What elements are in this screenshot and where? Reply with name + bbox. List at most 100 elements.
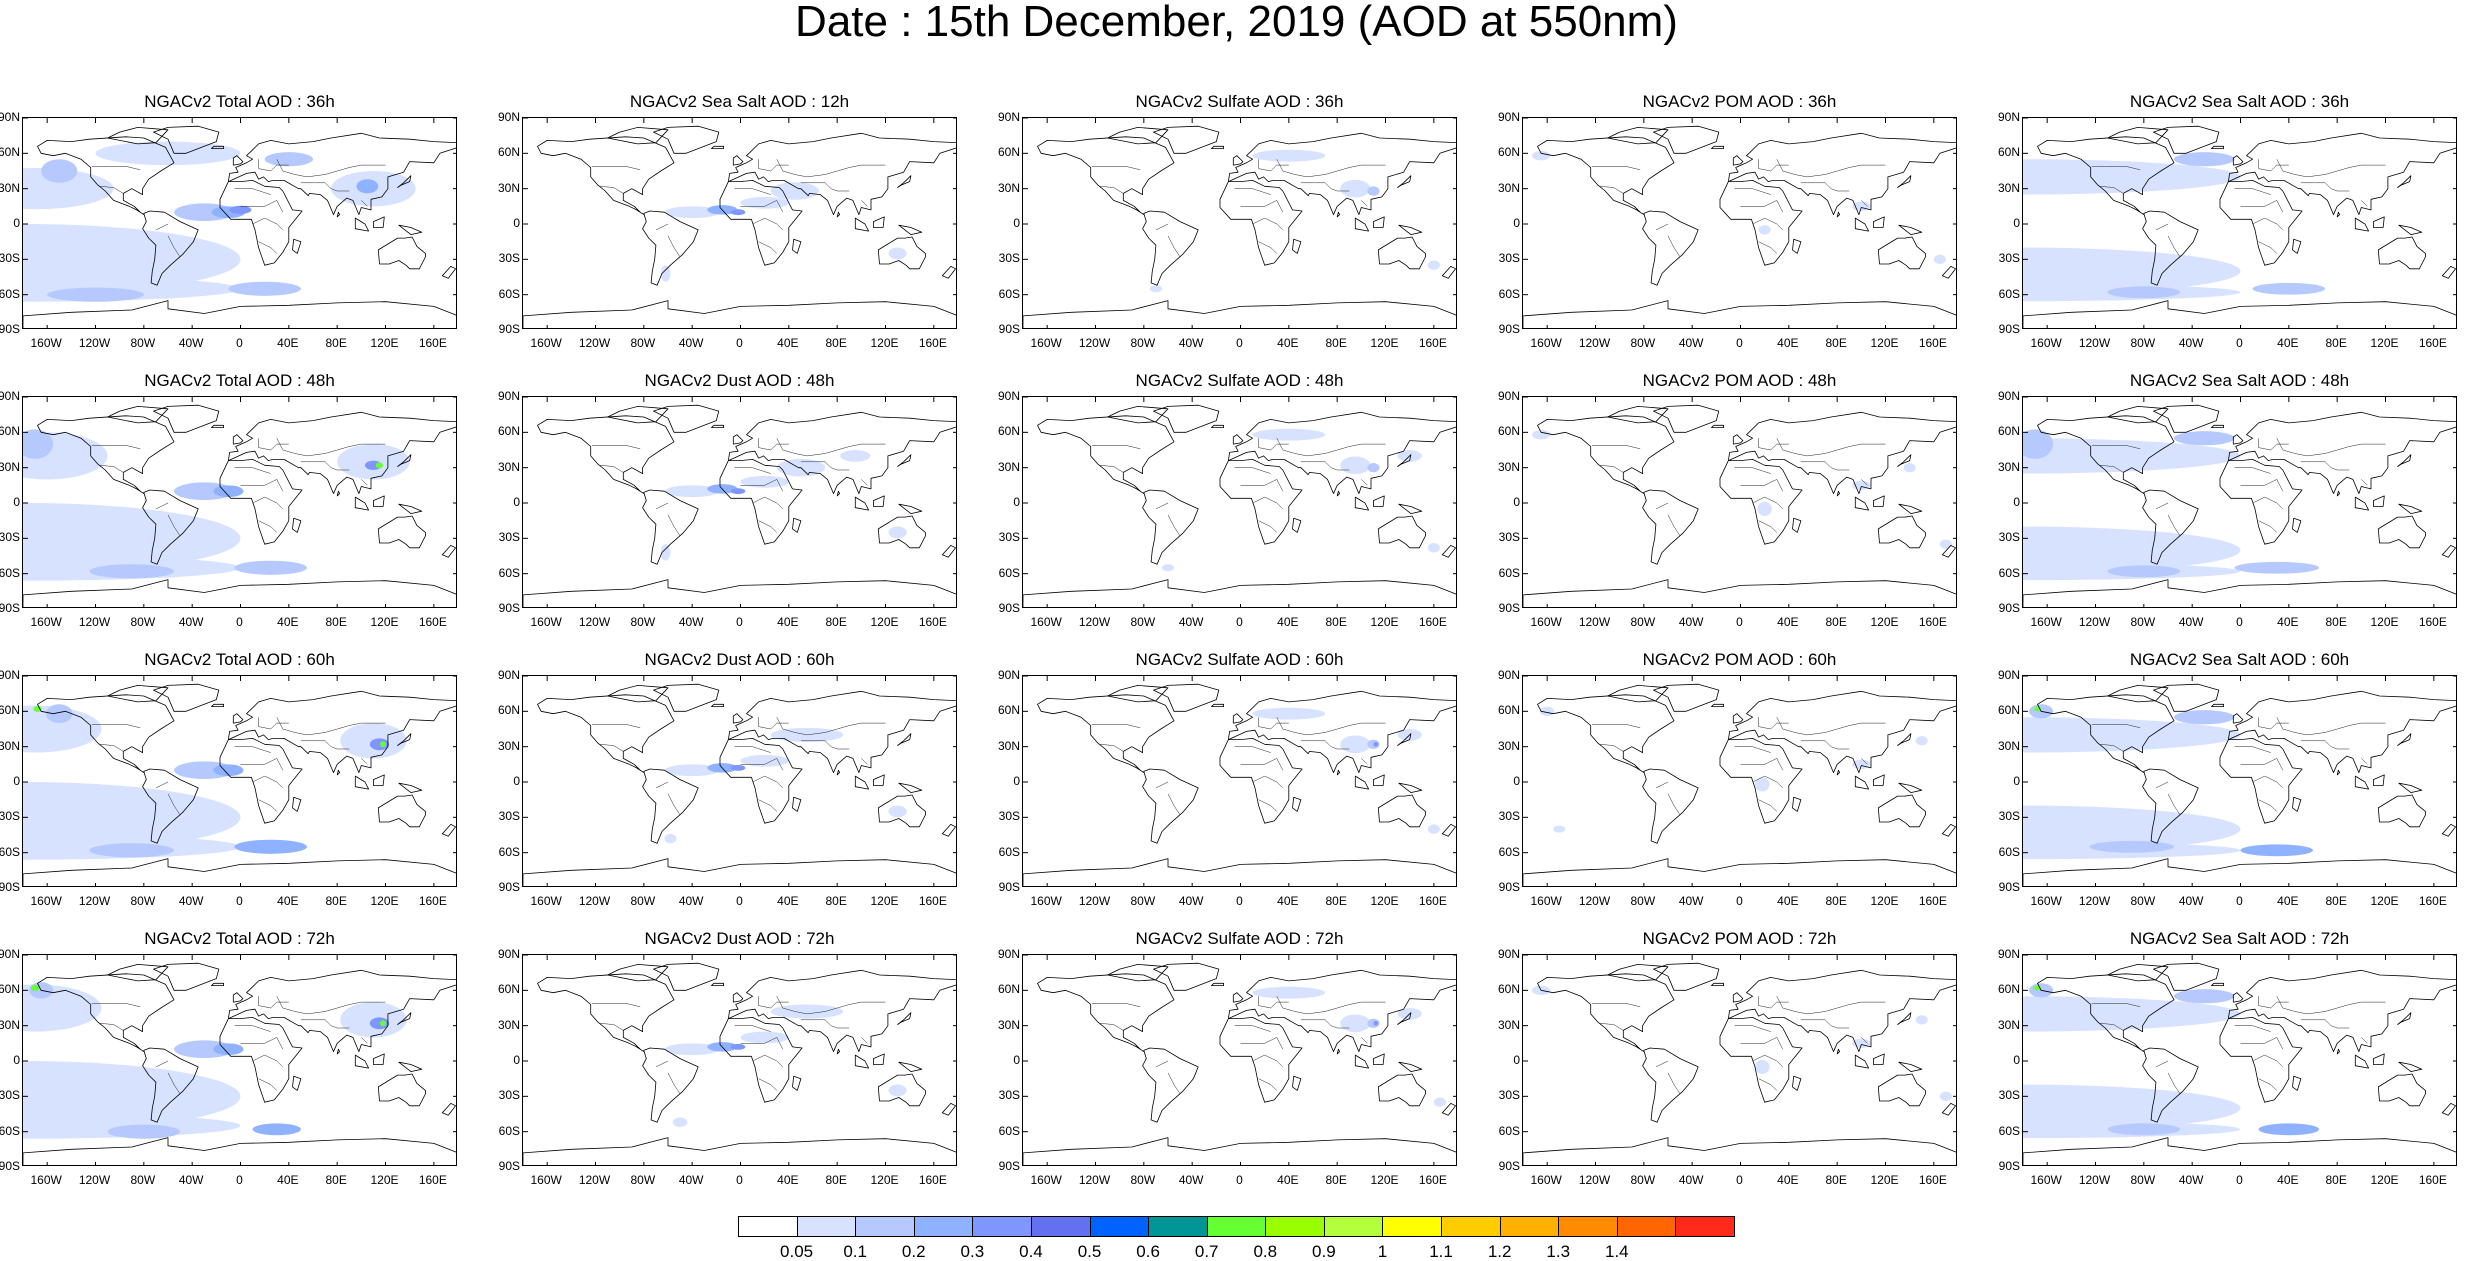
coastline (1354, 496, 1370, 511)
aod-contour-patch (33, 706, 42, 712)
longitude-tick-label: 40W (2178, 336, 2204, 350)
latitude-tick-label: 30S (1498, 1088, 1520, 1103)
latitude-tick-label: 60S (498, 844, 520, 859)
coastline (1397, 1012, 1412, 1025)
coastline (941, 1102, 956, 1116)
country-border (1155, 502, 1169, 510)
latitude-tick-label: 60N (0, 982, 21, 997)
world-map (1022, 675, 1457, 887)
latitude-tick-label: 30S (498, 1088, 520, 1103)
country-border (258, 520, 277, 533)
latitude-tick-label: 90S (498, 322, 520, 336)
aod-contour-patch (369, 1017, 390, 1030)
longitude-tick-label: 80W (1130, 336, 1156, 350)
coastline (1727, 411, 1956, 494)
latitude-tick-label: 90S (1998, 880, 2020, 894)
coastline (1232, 992, 1244, 1003)
coastline (2227, 690, 2456, 773)
coastline (227, 411, 456, 494)
longitude-tick-label: 120E (870, 1173, 899, 1187)
country-border (1099, 1023, 1124, 1031)
colorbar-swatch (913, 1216, 974, 1237)
country-border (1155, 1060, 1169, 1068)
latitude-tick-label: 60N (1998, 145, 2021, 160)
country-border (2234, 746, 2271, 753)
map-canvas (1023, 676, 1456, 886)
country-border (167, 1072, 181, 1095)
country-border (99, 186, 124, 194)
map-canvas (1023, 397, 1456, 607)
aod-contour-patch (1373, 741, 1379, 747)
coastline (1941, 1102, 1956, 1116)
coastline (2398, 782, 2423, 793)
country-border (1167, 235, 1181, 258)
coastline (1872, 774, 1885, 786)
country-border (1800, 740, 1850, 750)
aod-contour-patch (888, 1084, 907, 1097)
country-border (1776, 159, 1886, 178)
coastline (836, 490, 841, 497)
coastline (2037, 136, 2175, 215)
longitude-tick-label: 0 (2236, 336, 2243, 350)
longitude-tick-label: 120W (578, 894, 611, 908)
coastline (1398, 503, 1423, 514)
country-border (258, 241, 277, 254)
aod-contour-patch (2234, 561, 2320, 574)
world-map (522, 117, 957, 329)
longitude-tick-label: 0 (1736, 894, 1743, 908)
latitude-tick-label: 30N (1498, 459, 1521, 474)
country-border (2276, 159, 2386, 178)
coastline (142, 489, 199, 565)
longitude-tick-label: 120E (1370, 894, 1399, 908)
country-border (1752, 1054, 1783, 1068)
coastline (397, 1012, 412, 1025)
aod-contour-patch (1340, 735, 1371, 754)
coastline (37, 694, 175, 773)
coastline (2142, 489, 2199, 565)
coastline (372, 1053, 385, 1065)
country-border (800, 461, 850, 471)
coastline (523, 1137, 956, 1165)
aod-field (1161, 428, 1440, 572)
coastline (37, 415, 175, 494)
coastline (1211, 703, 1225, 708)
latitude-tick-label: 30S (498, 809, 520, 824)
aod-contour-patch (730, 488, 746, 495)
longitude-tick-label: 0 (236, 1173, 243, 1187)
coastline (1941, 265, 1956, 279)
country-border (1655, 1060, 1669, 1068)
coastline (2397, 175, 2412, 188)
coastline (37, 136, 175, 215)
latitude-tick-label: 60N (0, 424, 21, 439)
aod-contour-patch (369, 738, 390, 751)
coastline (2441, 265, 2456, 279)
aod-contour-patch (2023, 717, 2241, 753)
colorbar-label: 0.9 (1312, 1242, 1336, 1261)
coastline (2211, 982, 2225, 987)
country-border (599, 744, 624, 752)
country-border (1099, 465, 1124, 473)
latitude-tick-label: 30S (998, 251, 1020, 266)
coastline (897, 175, 912, 188)
longitude-tick-label: 160W (30, 894, 62, 908)
coastline (377, 794, 426, 828)
coastline (2441, 823, 2456, 837)
aod-contour-patch (730, 764, 746, 771)
coastline (854, 1054, 870, 1069)
country-border (1752, 496, 1783, 510)
world-map (1522, 675, 1957, 887)
aod-contour-patch (41, 159, 78, 183)
coastline (2292, 796, 2302, 812)
map-canvas (1523, 118, 1956, 328)
world-map (22, 396, 457, 608)
latitude-tick-label: 30N (1998, 738, 2021, 753)
country-border (2234, 1025, 2271, 1032)
longitude-tick-label: 0 (1736, 336, 1743, 350)
country-border (234, 467, 271, 474)
longitude-tick-label: 120W (1578, 615, 1611, 629)
country-border (1734, 188, 1771, 195)
latitude-tick-label: 0 (513, 774, 520, 788)
aod-contour-patch (1367, 462, 1380, 473)
country-border (1361, 758, 1368, 765)
country-border (1276, 159, 1386, 178)
